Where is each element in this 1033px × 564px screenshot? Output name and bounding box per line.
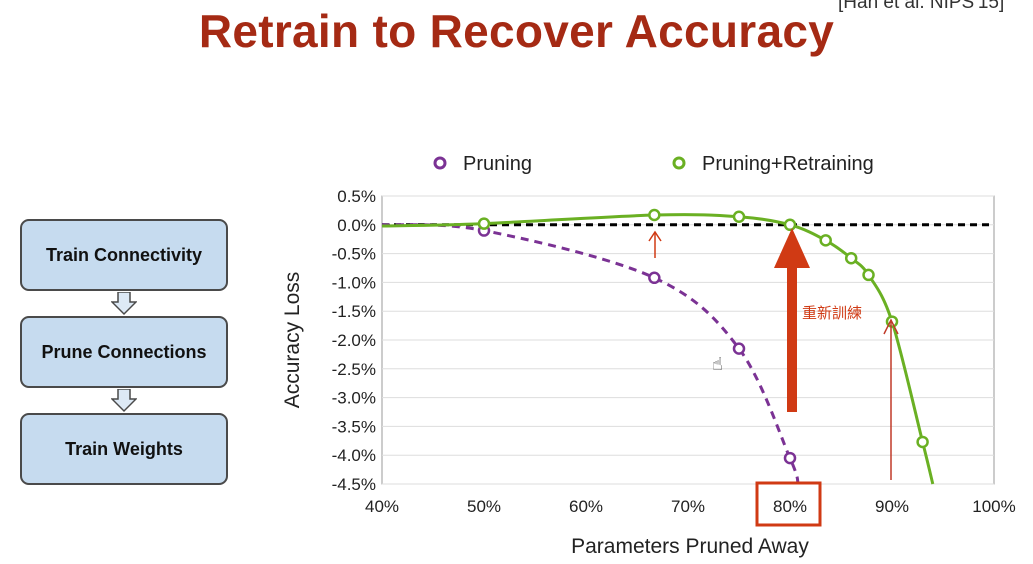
pruning-point (732, 342, 746, 355)
x-tick-label: 80% (773, 497, 807, 516)
retraining-point (819, 234, 832, 247)
y-tick-label: -1.0% (332, 273, 376, 292)
pruning-curve (381, 223, 800, 485)
pruning-point (783, 451, 797, 465)
big-up-arrow-annotation (774, 228, 810, 412)
x-tick-label: 50% (467, 497, 501, 516)
legend-label-pruning: Pruning (463, 153, 532, 175)
legend-marker-pruning (433, 156, 447, 170)
pruning-retraining-curve (381, 213, 935, 485)
y-tick-labels: 0.5% 0.0% -0.5% -1.0% -1.5% -2.0% -2.5% -3.0% -3… (332, 187, 376, 494)
y-tick-label: -4.0% (332, 446, 376, 465)
pruning-point (648, 271, 661, 285)
y-tick-label: -4.5% (332, 475, 376, 494)
y-tick-label: -3.5% (332, 417, 376, 436)
y-tick-label: -2.5% (332, 360, 376, 379)
retraining-point (477, 217, 491, 230)
x-tick-labels: 40% 50% 60% 70% 80% 90% 100% (365, 497, 1016, 516)
y-axis-label: Accuracy Loss (281, 272, 304, 409)
y-tick-label: -3.0% (332, 389, 376, 408)
y-tick-label: 0.5% (337, 187, 376, 206)
annotations: 重新訓練 ☝ (648, 228, 899, 480)
y-tick-label: -0.5% (332, 245, 376, 264)
retraining-point (648, 208, 661, 222)
y-tick-label: 0.0% (337, 216, 376, 235)
highlight-box-80 (755, 481, 822, 527)
slide-title: Retrain to Recover Accuracy (198, 5, 835, 57)
x-tick-label: 40% (365, 497, 399, 516)
retraining-point (844, 251, 858, 265)
flow-step-prune-connections: Prune Connections (20, 316, 228, 388)
x-tick-label: 90% (875, 497, 909, 516)
flow-step-train-connectivity: Train Connectivity (20, 219, 228, 291)
legend: Pruning Pruning+Retraining (433, 153, 874, 175)
y-tick-label: -1.5% (332, 302, 376, 321)
x-tick-label: 100% (972, 497, 1015, 516)
tall-up-arrow-annotation (883, 318, 899, 480)
small-up-arrow-annotation (648, 230, 662, 258)
retraining-point (916, 435, 929, 449)
x-tick-label: 70% (671, 497, 705, 516)
handwritten-note: 重新訓練 (802, 304, 862, 322)
flow-arrow-down-icon (111, 292, 137, 316)
hand-cursor-icon: ☝ (712, 354, 723, 375)
citation: [Han et al. NIPS'15] (838, 0, 1005, 13)
flow-step-train-weights: Train Weights (20, 413, 228, 485)
flow-arrow-down-icon (111, 389, 137, 413)
y-tick-label: -2.0% (332, 331, 376, 350)
retraining-point (783, 218, 797, 232)
legend-label-retraining: Pruning+Retraining (702, 153, 874, 175)
retraining-point (732, 210, 746, 223)
x-axis-label: Parameters Pruned Away (571, 535, 809, 558)
retraining-point (862, 268, 875, 282)
legend-marker-retraining (672, 156, 686, 170)
x-tick-label: 60% (569, 497, 603, 516)
data-points (477, 208, 929, 465)
